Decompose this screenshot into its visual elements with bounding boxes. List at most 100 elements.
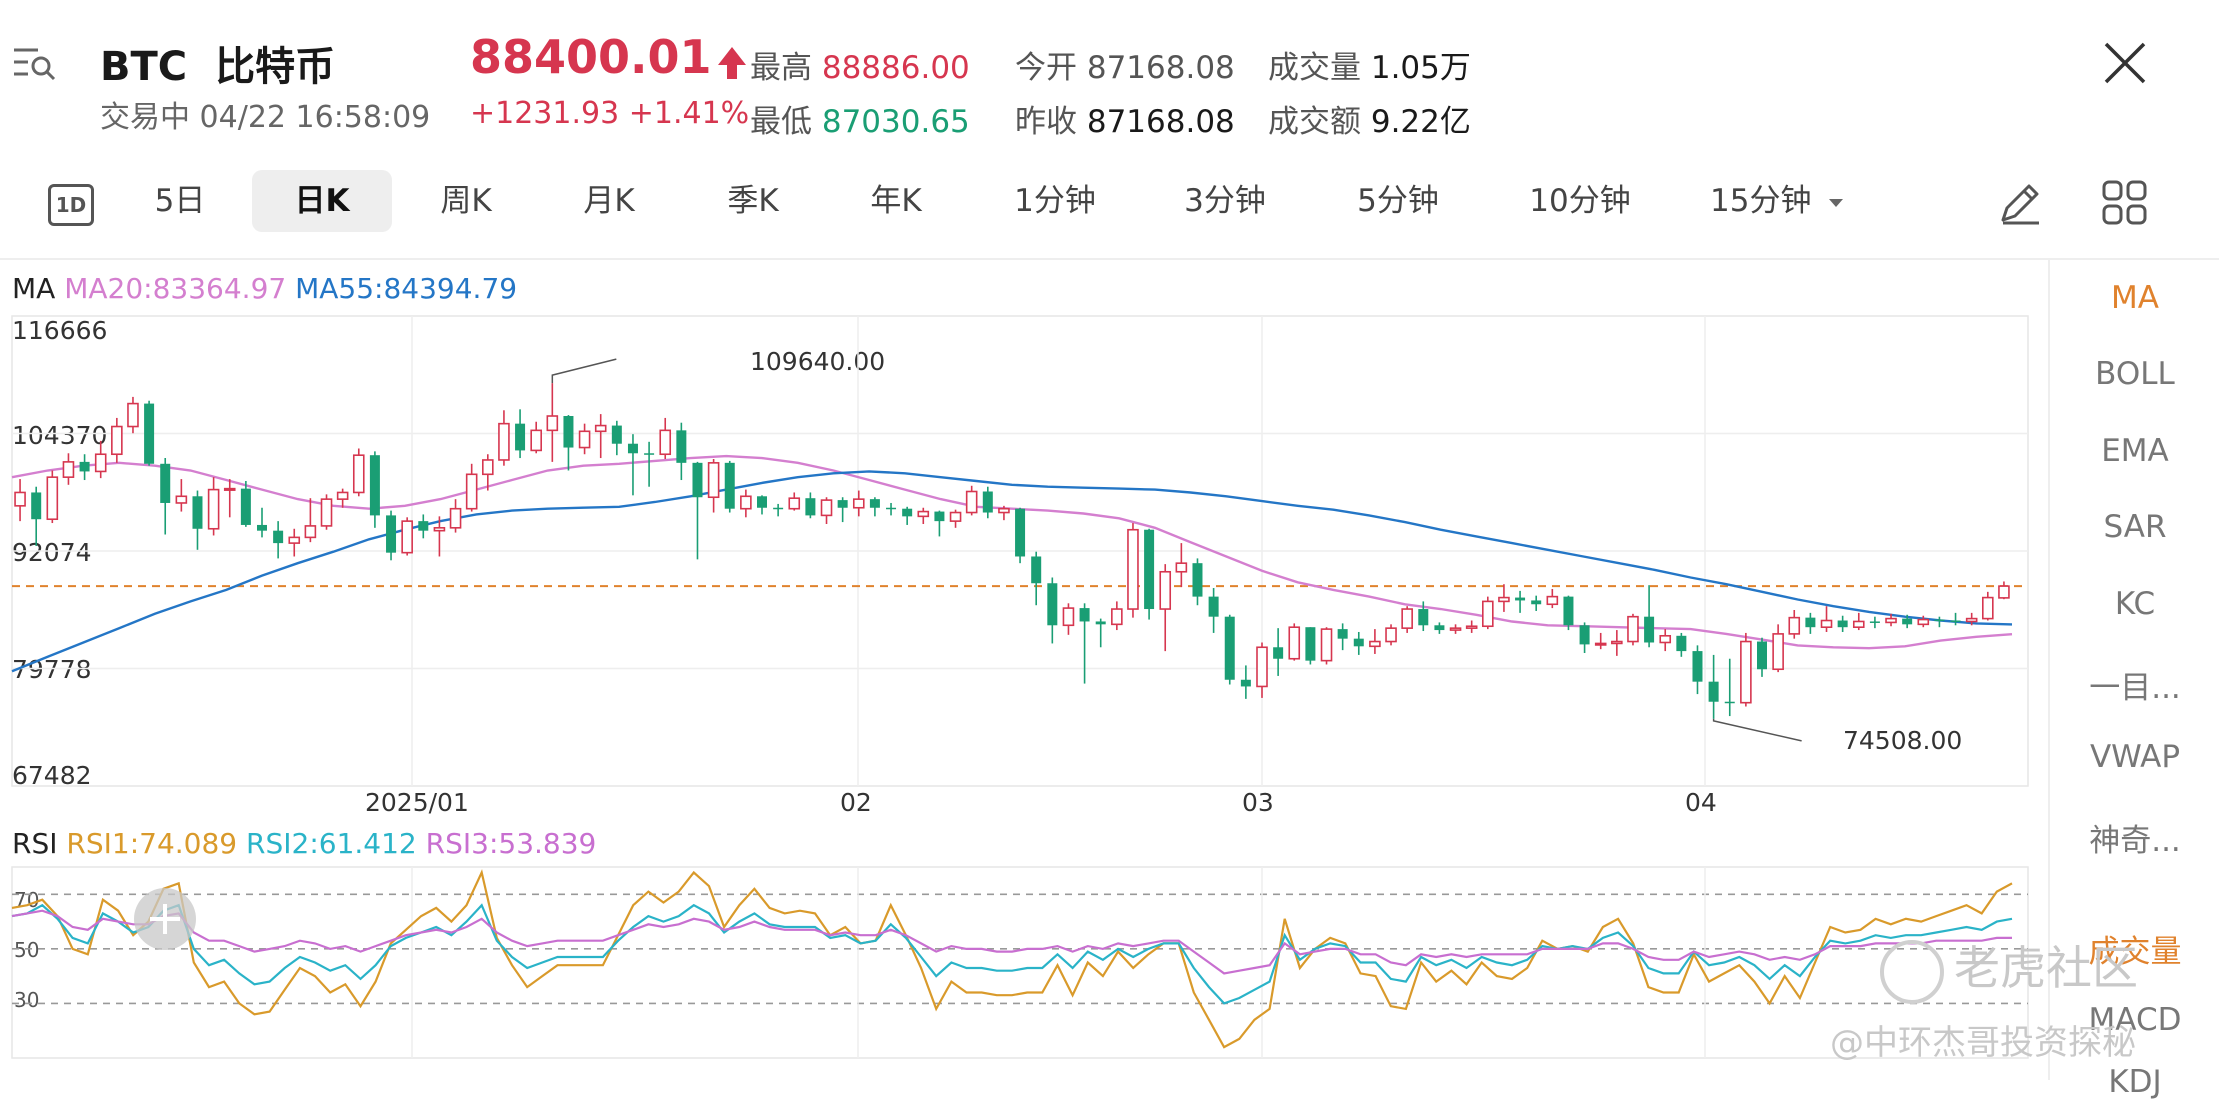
candle-body-down [79, 461, 90, 472]
candle-body-up [578, 430, 591, 449]
candle-body-up [1175, 562, 1188, 573]
grid-layout-icon[interactable] [2100, 178, 2150, 228]
low-annotation: 74508.00 [1843, 726, 1963, 755]
candle-body-up [498, 422, 510, 461]
close-icon[interactable] [2100, 38, 2150, 88]
period-tabs: 1D 5日 日K 周K 月K 季K 年K 1分钟 3分钟 5分钟 10分钟 15… [0, 170, 2219, 242]
candle-body-down [1950, 620, 1961, 623]
candle [594, 414, 607, 459]
indicator-vwap[interactable]: VWAP [2089, 739, 2181, 775]
candle-body-up [1449, 627, 1462, 631]
candle [611, 420, 622, 456]
candle-body-down [1240, 679, 1251, 687]
stat-label: 昨收 [1015, 104, 1077, 140]
list-search-icon[interactable] [12, 44, 56, 82]
tab-monthly-k[interactable]: 月K [583, 183, 635, 219]
candle [1692, 645, 1703, 695]
indicator-volume[interactable]: 成交量 [2088, 934, 2182, 970]
candle-body-down [1224, 616, 1235, 680]
stat-label: 最高 [750, 50, 812, 86]
tab-daily-k[interactable]: 日K [252, 170, 392, 232]
high-leader-line [551, 358, 617, 384]
candle [1982, 591, 1994, 621]
candle [627, 434, 638, 496]
candle [852, 490, 865, 517]
candle [1611, 630, 1623, 656]
tab-1min[interactable]: 1分钟 [1014, 183, 1096, 219]
candle [692, 461, 703, 560]
candle-body-up [46, 476, 59, 521]
candle [1273, 628, 1284, 676]
price-change: +1231.93 +1.41% [470, 96, 750, 131]
tab-5d[interactable]: 5日 [154, 183, 206, 219]
candle [401, 517, 413, 556]
stat-low: 最低 87030.65 [750, 96, 970, 141]
candle-body-down [1515, 597, 1526, 601]
indicator-ema[interactable]: EMA [2101, 433, 2169, 469]
watermark-author: @中环杰哥投资探秘 [1830, 1023, 2136, 1063]
candle-body-up [320, 498, 333, 527]
tab-yearly-k[interactable]: 年K [870, 183, 922, 219]
ma55-legend: MA55:84394.79 [295, 272, 518, 305]
candle [773, 503, 784, 517]
x-tick-label: 2025/01 [365, 788, 469, 817]
candle-body-up [1594, 642, 1607, 646]
indicator-macd[interactable]: MACD [2088, 1002, 2182, 1038]
rsi3-line [11, 909, 2012, 975]
candle [175, 479, 188, 512]
ma-legend-label: MA [12, 272, 56, 305]
indicator-kc[interactable]: KC [2114, 586, 2156, 622]
x-tick-label: 02 [840, 788, 872, 817]
y-tick-label: 92074 [12, 538, 92, 567]
candle [1917, 615, 1930, 628]
candle-body-up [820, 499, 833, 517]
symbol-title: BTC 比特币 [100, 34, 335, 92]
candle-body-down [144, 403, 155, 464]
candle [144, 400, 155, 466]
stat-value: 87030.65 [821, 104, 970, 140]
candle [1708, 654, 1719, 719]
candle [1546, 588, 1559, 609]
stat-value: 1.05万 [1370, 50, 1471, 86]
candle-body-down [837, 500, 848, 508]
candle-body-down [724, 462, 735, 509]
tab-weekly-k[interactable]: 周K [440, 183, 492, 219]
candle [1594, 632, 1607, 650]
indicator-ma[interactable]: MA [2111, 280, 2159, 316]
candle [934, 510, 945, 537]
rsi1-legend: RSI1:74.089 [66, 827, 238, 860]
y-tick-label: 67482 [12, 761, 92, 790]
tab-quarterly-k[interactable]: 季K [727, 183, 779, 219]
tab-5min[interactable]: 5分钟 [1357, 183, 1439, 219]
candle-body-up [1546, 595, 1559, 606]
candle-body-down [1644, 616, 1655, 643]
indicator-sar[interactable]: SAR [2103, 509, 2167, 545]
candle-body-down [1869, 621, 1880, 623]
candle-body-down [1708, 681, 1719, 702]
candle-body-up [223, 487, 236, 491]
candle-body-down [240, 488, 251, 525]
candle-body-down [1208, 596, 1219, 617]
tab-15min[interactable]: 15分钟 [1710, 170, 1844, 232]
candle-body-down [1192, 563, 1203, 597]
add-indicator-button[interactable] [134, 888, 196, 950]
candle [982, 486, 993, 519]
pencil-icon[interactable] [1995, 178, 2045, 228]
candle-body-up [433, 527, 446, 532]
indicator-boll[interactable]: BOLL [2095, 356, 2175, 392]
indicator-ichimoku[interactable]: 一目... [2089, 670, 2181, 706]
candle [240, 480, 251, 527]
tab-10min[interactable]: 10分钟 [1529, 183, 1631, 219]
tab-3min[interactable]: 3分钟 [1184, 183, 1266, 219]
candle-body-up [740, 495, 752, 510]
candle [1159, 564, 1172, 652]
candle [869, 497, 880, 517]
plus-icon [150, 904, 180, 934]
candle-body-down [1563, 596, 1574, 626]
candle [1127, 523, 1139, 618]
indicator-magic[interactable]: 神奇... [2089, 823, 2181, 859]
candle [127, 396, 139, 434]
candle [1885, 613, 1897, 627]
tab-1d[interactable]: 1D [48, 184, 94, 226]
